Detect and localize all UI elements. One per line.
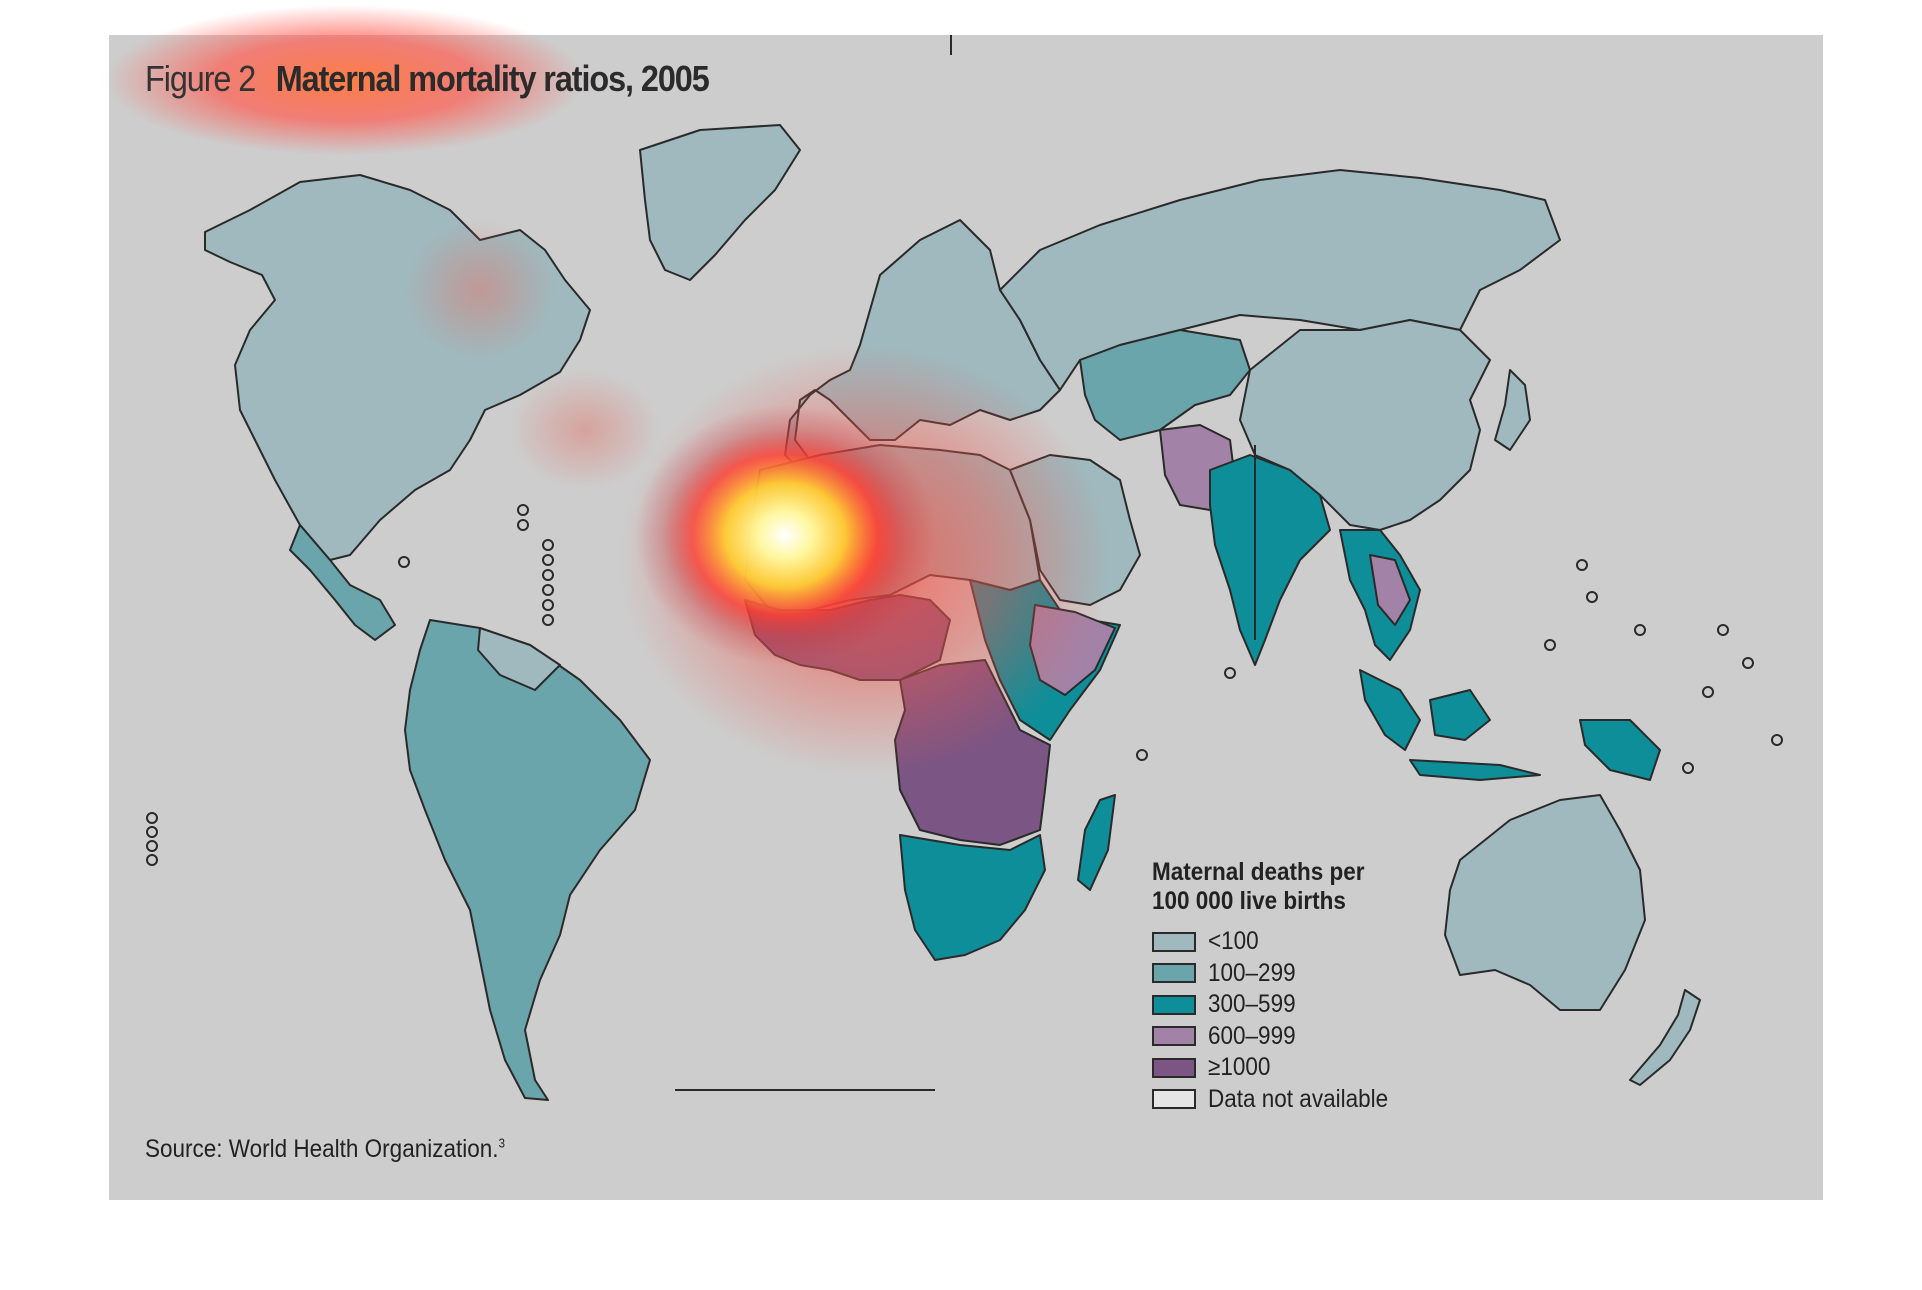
country-central-asia [1079,329,1251,441]
country-china [1239,319,1491,531]
figure-title: Figure 2 Maternal mortality ratios, 2005 [145,58,710,100]
island-marker [542,539,554,551]
country-russia [999,169,1561,391]
island-marker [542,614,554,626]
island-marker [1576,559,1588,571]
source-footnote: 3 [498,1135,506,1151]
legend-title: Maternal deaths per 100 000 live births [1152,858,1422,916]
island-marker [542,584,554,596]
legend-swatch [1152,1089,1196,1110]
island-marker [1702,686,1714,698]
island-marker [517,519,529,531]
legend-label: <100 [1208,927,1259,956]
legend-item: ≥1000 [1152,1052,1452,1084]
country-mexico-central-america [289,524,396,641]
island-marker [542,599,554,611]
country-north-america [204,174,591,561]
legend-swatch [1152,963,1196,984]
island-marker [1586,591,1598,603]
legend-item: Data not available [1152,1084,1452,1116]
country-australia [1444,794,1646,1011]
country-south-america [404,619,651,1101]
island-marker [517,504,529,516]
island-marker [1544,639,1556,651]
country-guyana-region [477,627,561,691]
country-japan [1494,369,1531,451]
island-marker [1742,657,1754,669]
island-marker [1136,749,1148,761]
island-marker [1682,762,1694,774]
legend-item: 600–999 [1152,1021,1452,1053]
country-greenland [639,124,801,281]
country-laos-cambodia [1369,554,1411,626]
country-southern-africa [899,834,1046,961]
legend-item: 100–299 [1152,958,1452,990]
island-marker [1771,734,1783,746]
island-marker [146,812,158,824]
island-marker [398,556,410,568]
legend-item: <100 [1152,926,1452,958]
figure-name: Maternal mortality ratios, 2005 [275,58,710,99]
highlight-overlay [105,5,1110,775]
legend-label: ≥1000 [1208,1053,1271,1082]
source-note: Source: World Health Organization.3 [145,1135,505,1164]
legend-list: <100 100–299 300–599 600–999 ≥1000 Data … [1152,926,1452,1115]
island-marker [1224,667,1236,679]
island-marker [146,826,158,838]
legend-swatch [1152,1026,1196,1047]
source-text: Source: World Health Organization. [145,1135,499,1163]
legend-swatch [1152,931,1196,952]
legend-label: 600–999 [1208,1021,1296,1050]
legend: Maternal deaths per 100 000 live births … [1152,858,1452,1115]
country-madagascar [1077,794,1116,891]
country-new-zealand [1629,989,1701,1086]
island-marker [146,854,158,866]
island-marker [542,569,554,581]
island-marker [542,554,554,566]
legend-title-line1: Maternal deaths per [1152,858,1365,886]
legend-label: 100–299 [1208,958,1296,987]
legend-swatch [1152,1057,1196,1078]
figure-label: Figure 2 [145,58,256,99]
island-marker [146,840,158,852]
legend-label: Data not available [1208,1084,1389,1113]
island-marker [1717,624,1729,636]
legend-swatch [1152,994,1196,1015]
legend-label: 300–599 [1208,990,1296,1019]
legend-title-line2: 100 000 live births [1152,887,1346,915]
island-marker [1634,624,1646,636]
country-indonesia [1359,669,1661,781]
legend-item: 300–599 [1152,989,1452,1021]
